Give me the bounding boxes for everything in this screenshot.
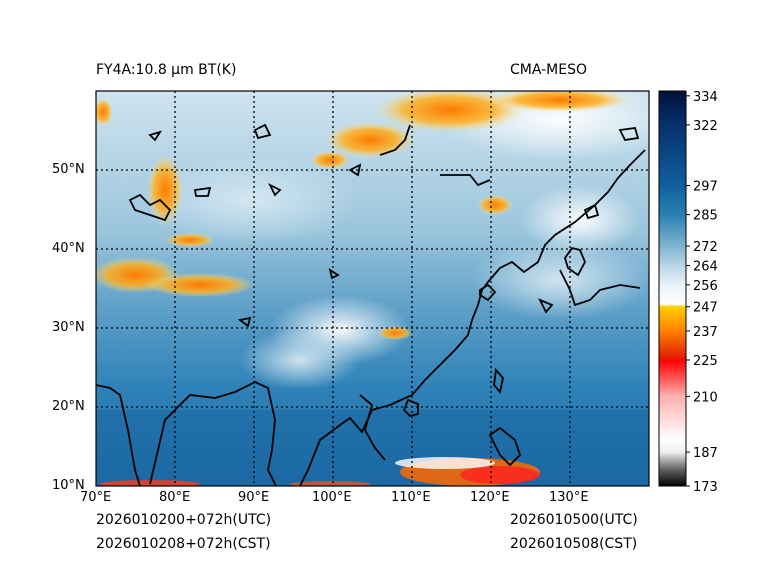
lat-tick-10: 10°N (52, 478, 85, 493)
map-title: FY4A:10.8 µm BT(K) (96, 62, 237, 78)
map-imagery (96, 91, 649, 486)
lon-tick-130: 130°E (549, 490, 589, 505)
lat-tick-40: 40°N (52, 241, 85, 256)
map-frame (95, 90, 650, 487)
colorbar-ticks: 173 187 210 225 237 247 256 264 272 285 297 322 334 (686, 90, 718, 495)
lon-tick-80: 80°E (159, 490, 191, 505)
valid-time-utc: 2026010500(UTC) (510, 512, 638, 528)
lon-tick-90: 90°E (238, 490, 270, 505)
colorbar-tick-label: 247 (693, 301, 718, 316)
colorbar-tick-label: 285 (693, 209, 718, 224)
init-time-utc: 2026010200+072h(UTC) (96, 512, 272, 528)
colorbar-tick-label: 322 (693, 119, 718, 134)
lat-tick-30: 30°N (52, 320, 85, 335)
colorbar-tick-label: 264 (693, 259, 718, 274)
colorbar-tick-label: 237 (693, 325, 718, 340)
lon-tick-100: 100°E (312, 490, 352, 505)
lon-tick-120: 120°E (470, 490, 510, 505)
coastlines (96, 123, 646, 486)
colorbar-tick-label: 210 (693, 390, 718, 405)
colorbar (659, 91, 686, 486)
colorbar-frame (658, 90, 687, 487)
colorbar-tick-label: 187 (693, 446, 718, 461)
colorbar-tick-label: 225 (693, 354, 718, 369)
lat-tick-20: 20°N (52, 399, 85, 414)
colorbar-tick-label: 334 (693, 90, 718, 105)
gridlines (96, 91, 649, 486)
colorbar-tick-label: 173 (693, 480, 718, 495)
lon-tick-70: 70°E (80, 490, 112, 505)
colorbar-tick-label: 297 (693, 180, 718, 195)
colorbar-tick-label: 256 (693, 279, 718, 294)
init-time-cst: 2026010208+072h(CST) (96, 536, 271, 552)
model-name: CMA-MESO (510, 62, 588, 78)
lat-tick-50: 50°N (52, 162, 85, 177)
valid-time-cst: 2026010508(CST) (510, 536, 638, 552)
colorbar-tick-label: 272 (693, 240, 718, 255)
lon-tick-110: 110°E (391, 490, 431, 505)
